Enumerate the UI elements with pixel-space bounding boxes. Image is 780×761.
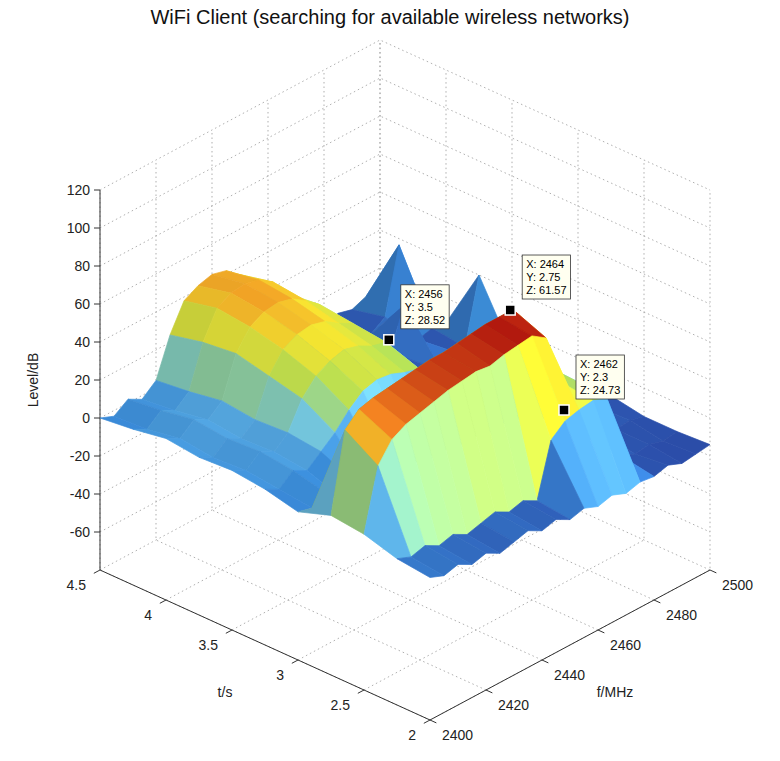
z-tick-label: -20 — [70, 448, 90, 464]
z-tick — [94, 456, 100, 457]
data-tip-box — [522, 255, 570, 299]
grid-line — [166, 70, 446, 600]
y-tick — [160, 600, 166, 603]
surface-cell — [232, 470, 279, 489]
z-tick — [94, 304, 100, 305]
data-tip-box — [401, 285, 449, 329]
grid-line — [380, 40, 710, 570]
axes — [94, 190, 717, 723]
z-tick — [94, 342, 100, 343]
z-tick — [94, 532, 100, 533]
grid — [100, 40, 710, 720]
x-tick-label: 2480 — [666, 607, 697, 623]
z-tick — [94, 494, 100, 495]
annotations: X: 2456Y: 3.5Z: 28.52 X: 2464Y: 2.75Z: 61… — [384, 255, 625, 415]
x-tick-label: 2440 — [554, 667, 585, 683]
y-tick-label: 4.5 — [67, 577, 87, 593]
data-tip-text: Z: 28.52 — [405, 314, 445, 326]
data-tip-text: X: 2462 — [580, 358, 618, 370]
data-tip-marker — [559, 405, 569, 415]
z-tick — [94, 190, 100, 191]
grid-line — [100, 40, 380, 570]
grid-line — [100, 192, 710, 342]
data-tip-text: X: 2464 — [526, 258, 564, 270]
y-tick — [358, 690, 364, 693]
x-tick-label: 2460 — [610, 637, 641, 653]
grid-line — [268, 100, 598, 630]
chart: -60 -40 -20 0 20 40 60 80 100 120 2 2.5 3 3.5 4 4.5 2400… — [0, 0, 780, 761]
z-tick — [94, 380, 100, 381]
y-tick-label: 2.5 — [331, 697, 351, 713]
surface-cell — [364, 466, 411, 559]
y-tick — [424, 720, 430, 723]
surface-cell — [100, 416, 147, 429]
grid-line — [212, 130, 542, 660]
z-tick-label: -60 — [70, 524, 90, 540]
x-tick — [598, 630, 604, 633]
z-tick — [94, 418, 100, 419]
grid-line — [100, 190, 430, 720]
grid-line — [100, 40, 710, 190]
z-tick-label: 20 — [74, 372, 90, 388]
z-tick-label: 100 — [67, 220, 91, 236]
data-tip-marker — [384, 335, 394, 345]
data-tip: X: 2456Y: 3.5Z: 28.52 — [401, 285, 449, 329]
grid-line — [324, 70, 654, 600]
x-axis-line — [430, 570, 710, 720]
y-axis-line — [100, 570, 430, 720]
y-tick-label: 4 — [144, 607, 152, 623]
data-tip-text: Z: 61.57 — [526, 284, 566, 296]
surface-cell — [265, 489, 312, 512]
grid-line — [156, 160, 486, 690]
x-tick — [542, 660, 548, 663]
x-tick-label: 2420 — [498, 697, 529, 713]
x-tick-label: 2400 — [442, 727, 473, 743]
y-tick — [94, 570, 100, 573]
surface — [100, 245, 710, 578]
z-tick-label: 120 — [67, 182, 91, 198]
grid-line — [232, 100, 512, 630]
x-tick — [654, 600, 660, 603]
surface-cell — [166, 439, 213, 458]
z-tick-label: 80 — [74, 258, 90, 274]
surface-cell — [133, 429, 180, 438]
data-tip: X: 2462Y: 2.3Z: 24.73 — [576, 355, 624, 399]
data-tip-text: X: 2456 — [405, 288, 443, 300]
z-tick-label: 40 — [74, 334, 90, 350]
y-tick — [226, 630, 232, 633]
grid-line — [100, 116, 710, 266]
surface-cell — [199, 457, 246, 470]
z-tick-label: 60 — [74, 296, 90, 312]
x-tick — [710, 570, 716, 573]
data-tip-text: Y: 3.5 — [405, 301, 433, 313]
data-tip-text: Y: 2.75 — [526, 271, 560, 283]
y-tick-label: 3.5 — [199, 637, 219, 653]
x-axis-title: f/MHz — [597, 684, 634, 700]
texts: -60 -40 -20 0 20 40 60 80 100 120 2 2.5 3 3.5 4 4.5 2400… — [25, 6, 753, 743]
data-tip-box — [576, 355, 624, 399]
title: WiFi Client (searching for available wir… — [150, 6, 629, 28]
z-tick — [94, 228, 100, 229]
x-tick — [430, 720, 436, 723]
x-tick — [486, 690, 492, 693]
surface-cell — [397, 557, 444, 578]
data-tip: X: 2464Y: 2.75Z: 61.57 — [522, 255, 570, 299]
data-tip-marker — [505, 305, 515, 315]
grid-line — [100, 78, 710, 228]
z-tick-label: 0 — [82, 410, 90, 426]
y-tick-label: 3 — [276, 667, 284, 683]
grid-line — [430, 190, 710, 720]
z-tick-label: -40 — [70, 486, 90, 502]
z-axis-title: Level/dB — [25, 353, 41, 407]
y-tick — [292, 660, 298, 663]
x-tick-label: 2500 — [722, 577, 753, 593]
grid-line — [298, 130, 578, 660]
data-tip-text: Y: 2.3 — [580, 371, 608, 383]
data-tip-text: Z: 24.73 — [580, 384, 620, 396]
y-axis-title: t/s — [218, 684, 233, 700]
z-tick — [94, 266, 100, 267]
grid-line — [364, 160, 644, 690]
y-tick-label: 2 — [408, 727, 416, 743]
